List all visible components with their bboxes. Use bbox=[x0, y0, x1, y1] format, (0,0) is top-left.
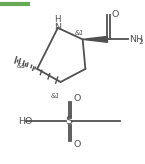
Text: HO: HO bbox=[18, 117, 32, 126]
Text: O: O bbox=[112, 10, 119, 19]
Text: &1: &1 bbox=[50, 93, 60, 100]
Polygon shape bbox=[83, 36, 107, 42]
Text: H: H bbox=[55, 15, 61, 24]
Text: NH: NH bbox=[129, 35, 144, 44]
Text: 2: 2 bbox=[138, 39, 143, 45]
Text: &1: &1 bbox=[74, 30, 84, 36]
Text: O: O bbox=[73, 140, 80, 149]
Text: O: O bbox=[73, 94, 80, 103]
Text: &1: &1 bbox=[17, 63, 26, 69]
Text: N: N bbox=[54, 23, 61, 32]
Text: S: S bbox=[65, 116, 72, 126]
